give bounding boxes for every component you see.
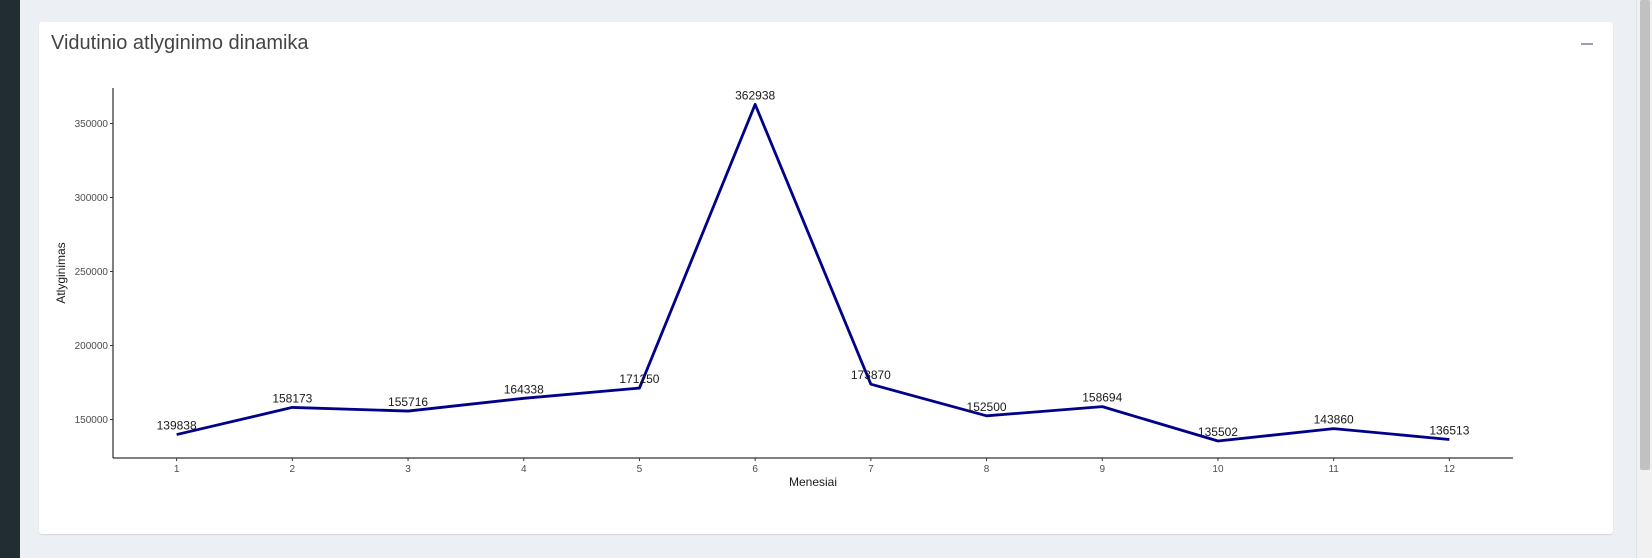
x-tick-label: 5 (637, 464, 643, 475)
y-tick-label: 350000 (75, 119, 109, 130)
data-label: 139838 (157, 419, 197, 433)
data-label: 158694 (1082, 391, 1122, 405)
y-tick-label: 300000 (75, 193, 109, 204)
x-tick-label: 8 (984, 464, 990, 475)
data-label: 135502 (1198, 425, 1238, 439)
data-label: 362938 (735, 88, 775, 102)
data-label: 143860 (1314, 413, 1354, 427)
data-label: 173870 (851, 368, 891, 382)
vertical-scrollbar[interactable] (1636, 0, 1652, 558)
y-tick-label: 250000 (75, 267, 109, 278)
data-label: 164338 (504, 382, 544, 396)
x-tick-label: 10 (1212, 464, 1224, 475)
axes-group (112, 88, 1513, 459)
left-sidebar (0, 0, 20, 558)
chart-box: Vidutinio atlyginimo dinamika 150000 2000… (39, 22, 1613, 534)
data-labels-group: 139838 158173 155716 164338 171250 362938 1738… (157, 88, 1470, 439)
x-tick-label: 4 (521, 464, 527, 475)
x-tick-label: 9 (1099, 464, 1105, 475)
data-label: 155716 (388, 395, 428, 409)
y-axis-title: Atlyginimas (54, 242, 68, 303)
y-tick-label: 200000 (75, 341, 109, 352)
series-line (176, 102, 1450, 443)
data-label: 136513 (1429, 423, 1469, 437)
box-title: Vidutinio atlyginimo dinamika (51, 32, 309, 54)
data-label: 152500 (967, 400, 1007, 414)
x-tick-label: 3 (405, 464, 411, 475)
x-ticks-group: 1 2 3 4 5 6 7 8 9 10 11 12 (174, 458, 1456, 475)
series-group (176, 102, 1450, 443)
x-tick-label: 1 (174, 464, 180, 475)
x-axis-title: Menesiai (789, 475, 837, 489)
x-tick-label: 11 (1328, 464, 1339, 475)
x-tick-label: 7 (868, 464, 874, 475)
minus-icon[interactable] (1579, 34, 1595, 54)
collapse-dash (1581, 43, 1593, 45)
x-tick-label: 2 (290, 464, 296, 475)
y-ticks-group: 150000 200000 250000 300000 350000 (75, 119, 113, 426)
y-tick-label: 150000 (75, 415, 109, 426)
data-label: 158173 (272, 391, 312, 405)
scrollbar-thumb[interactable] (1640, 0, 1650, 470)
data-label: 171250 (619, 372, 659, 386)
x-tick-label: 12 (1444, 464, 1456, 475)
x-tick-label: 6 (752, 464, 758, 475)
box-header: Vidutinio atlyginimo dinamika (39, 22, 1613, 68)
